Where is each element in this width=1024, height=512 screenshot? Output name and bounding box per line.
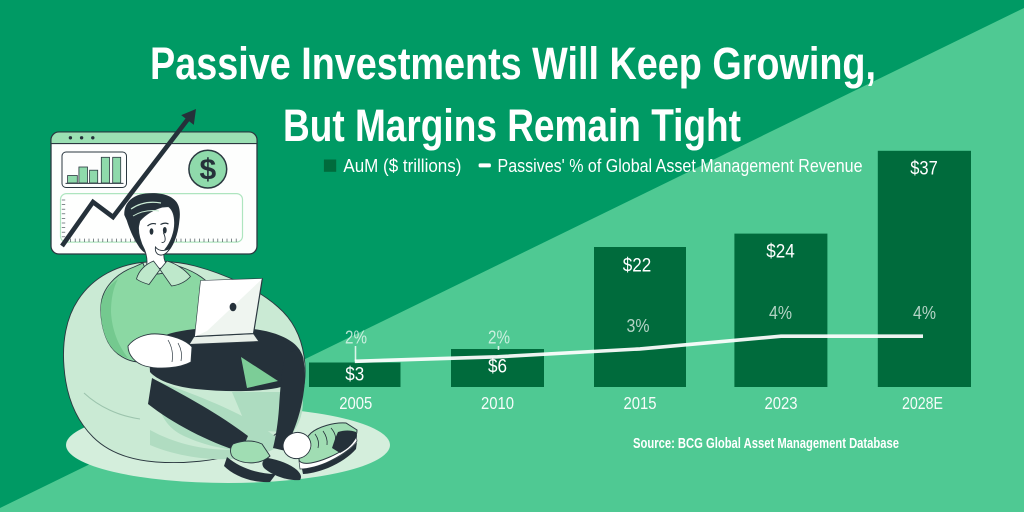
svg-text:AuM ($ trillions): AuM ($ trillions) — [343, 156, 461, 176]
svg-text:3%: 3% — [627, 315, 650, 336]
svg-text:$22: $22 — [623, 256, 652, 277]
svg-text:$37: $37 — [910, 159, 938, 180]
svg-text:4%: 4% — [913, 302, 936, 323]
svg-text:2010: 2010 — [481, 393, 514, 413]
svg-text:$3: $3 — [345, 365, 364, 386]
svg-text:4%: 4% — [769, 302, 792, 323]
svg-text:$: $ — [199, 154, 216, 187]
svg-text:2005: 2005 — [339, 393, 372, 413]
svg-text:Passives' % of Global Asset Ma: Passives' % of Global Asset Management R… — [498, 156, 863, 176]
svg-text:$24: $24 — [766, 242, 795, 263]
svg-text:Passive Investments Will Keep: Passive Investments Will Keep Growing, — [150, 38, 876, 89]
svg-text:2015: 2015 — [624, 393, 657, 413]
svg-text:Source: BCG Global Asset Manag: Source: BCG Global Asset Management Data… — [633, 436, 899, 452]
svg-text:2023: 2023 — [765, 393, 798, 413]
svg-text:$6: $6 — [488, 356, 507, 377]
svg-text:But Margins Remain Tight: But Margins Remain Tight — [283, 100, 741, 151]
svg-text:2%: 2% — [488, 326, 510, 347]
svg-text:2028E: 2028E — [902, 393, 943, 413]
svg-text:2%: 2% — [345, 326, 367, 347]
